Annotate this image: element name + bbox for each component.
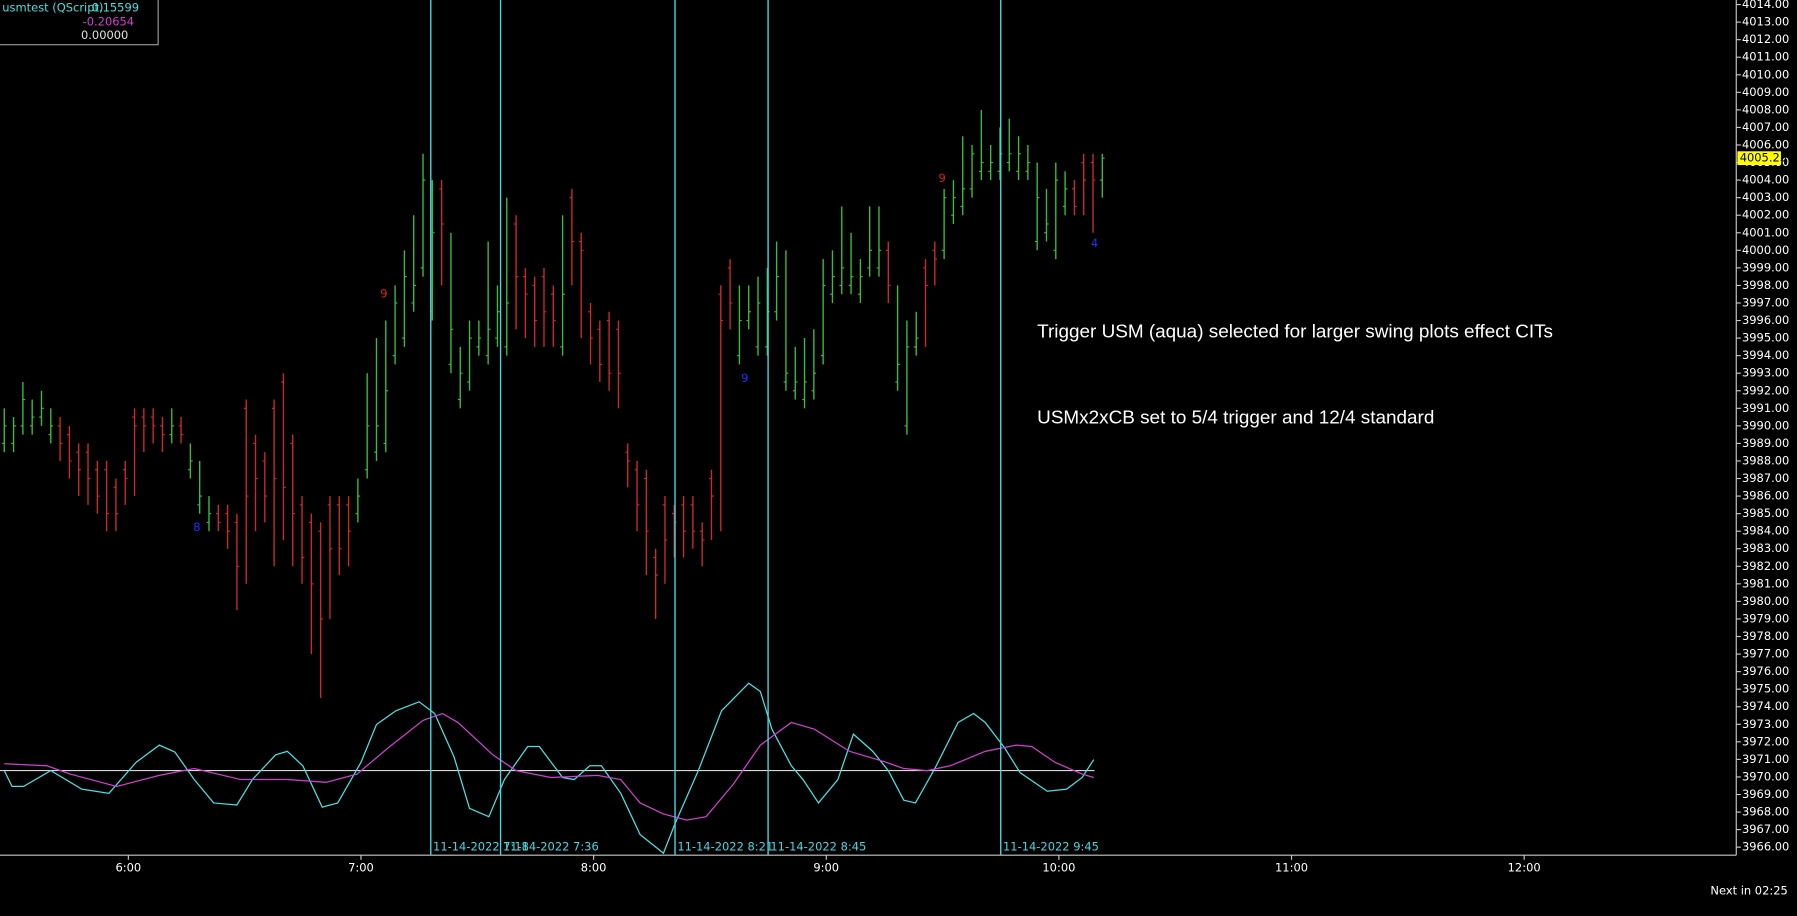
y-tick-label: 3979.00 [1742, 611, 1789, 625]
y-tick-label: 3992.00 [1742, 383, 1789, 397]
y-tick-label: 4004.00 [1742, 173, 1789, 187]
y-tick-label: 3976.00 [1742, 664, 1789, 678]
y-tick-label: 3993.00 [1742, 366, 1789, 380]
y-tick-label: 3980.00 [1742, 594, 1789, 608]
y-tick-label: 4009.00 [1742, 85, 1789, 99]
cit-label: 11-14-2022 9:45 [1003, 840, 1099, 854]
y-tick-label: 3990.00 [1742, 418, 1789, 432]
y-tick-label: 3999.00 [1742, 260, 1789, 274]
y-tick-label: 3972.00 [1742, 734, 1789, 748]
indicator-readout: 0.00000 [81, 28, 128, 42]
y-tick-label: 3967.00 [1742, 822, 1789, 836]
x-tick-label: 7:00 [348, 860, 374, 874]
count-label: 8 [193, 520, 200, 534]
note: USMx2xCB set to 5/4 trigger and 12/4 sta… [1037, 407, 1434, 428]
y-tick-label: 4011.00 [1742, 50, 1789, 64]
y-tick-label: 4002.00 [1742, 208, 1789, 222]
y-tick-label: 3987.00 [1742, 471, 1789, 485]
y-tick-label: 4007.00 [1742, 120, 1789, 134]
status-text: Next in 02:25 [1710, 883, 1787, 897]
x-tick-label: 9:00 [813, 860, 839, 874]
y-tick-label: 3983.00 [1742, 541, 1789, 555]
count-label: 9 [939, 171, 946, 185]
count-label: 4 [1091, 236, 1098, 250]
x-tick-label: 10:00 [1042, 860, 1075, 874]
indicator-readout: 0.15599 [92, 1, 139, 15]
y-tick-label: 3970.00 [1742, 769, 1789, 783]
y-tick-label: 3991.00 [1742, 401, 1789, 415]
y-tick-label: 3988.00 [1742, 453, 1789, 467]
y-tick-label: 3966.00 [1742, 840, 1789, 854]
cit-label: 11-14-2022 8:45 [770, 840, 866, 854]
indicator-name: usmtest (QScript) [2, 1, 103, 15]
y-tick-label: 3998.00 [1742, 278, 1789, 292]
last-price-box [1737, 151, 1781, 166]
y-tick-label: 3984.00 [1742, 524, 1789, 538]
y-tick-label: 4008.00 [1742, 102, 1789, 116]
y-tick-label: 4000.00 [1742, 243, 1789, 257]
y-tick-label: 3986.00 [1742, 489, 1789, 503]
oscillator-line [3, 682, 1095, 855]
y-tick-label: 3981.00 [1742, 576, 1789, 590]
y-tick-label: 3968.00 [1742, 805, 1789, 819]
y-tick-label: 3975.00 [1742, 682, 1789, 696]
y-tick-label: 3969.00 [1742, 787, 1789, 801]
y-tick-label: 3971.00 [1742, 752, 1789, 766]
y-tick-label: 3995.00 [1742, 331, 1789, 345]
indicator-legend-box [0, 0, 159, 46]
cit-label: 11-14-2022 8:21 [677, 840, 773, 854]
x-tick-label: 11:00 [1275, 860, 1308, 874]
y-tick-label: 4001.00 [1742, 225, 1789, 239]
y-tick-label: 3978.00 [1742, 629, 1789, 643]
y-tick-label: 3973.00 [1742, 717, 1789, 731]
y-tick-label: 3977.00 [1742, 647, 1789, 661]
y-tick-label: 4012.00 [1742, 32, 1789, 46]
y-tick-label: 4013.00 [1742, 15, 1789, 29]
indicator-readout: -0.20654 [83, 14, 134, 28]
y-tick-label: 3994.00 [1742, 348, 1789, 362]
x-tick-label: 6:00 [115, 860, 141, 874]
y-tick-label: 4010.00 [1742, 67, 1789, 81]
oscillator-line [4, 712, 1094, 821]
x-tick-label: 8:00 [581, 860, 607, 874]
x-tick-label: 12:00 [1508, 860, 1541, 874]
y-tick-label: 3985.00 [1742, 506, 1789, 520]
y-tick-label: 3997.00 [1742, 295, 1789, 309]
cit-label: 11-14-2022 7:36 [503, 840, 599, 854]
y-tick-label: 3989.00 [1742, 436, 1789, 450]
count-label: 9 [741, 371, 748, 385]
y-tick-label: 3982.00 [1742, 559, 1789, 573]
note: Trigger USM (aqua) selected for larger s… [1037, 321, 1553, 342]
y-tick-label: 4014.00 [1742, 0, 1789, 11]
y-tick-label: 3974.00 [1742, 699, 1789, 713]
cit-label: 11-14-2022 7:18 [433, 840, 529, 854]
y-tick-label: 4003.00 [1742, 190, 1789, 204]
y-tick-label: 3996.00 [1742, 313, 1789, 327]
count-label: 9 [380, 287, 387, 301]
y-tick-label: 4006.00 [1742, 137, 1789, 151]
last-price-label: 4005.25 [1740, 151, 1787, 165]
